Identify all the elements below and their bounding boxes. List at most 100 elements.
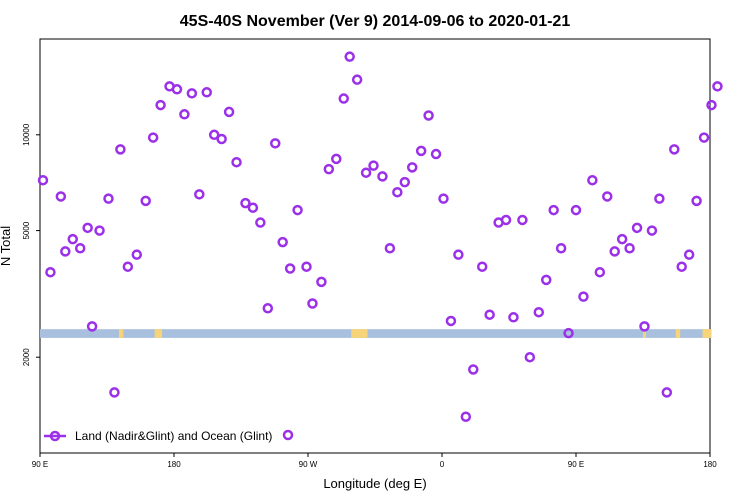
legend-label: Land (Nadir&Glint) and Ocean (Glint) [75,429,272,443]
data-point [216,133,227,145]
data-point [37,174,49,186]
data-point [683,249,695,260]
data-point [468,364,479,375]
data-point [384,242,396,254]
data-point [344,51,355,62]
data-point [445,315,457,327]
data-point [609,246,620,257]
data-point [578,291,589,302]
data-point [639,321,650,332]
data-point [661,387,673,398]
data-point [147,132,159,143]
data-point [533,306,545,318]
y-axis-label: N Total [0,226,13,266]
chart-title: 45S-40S November (Ver 9) 2014-09-06 to 2… [180,13,571,30]
data-point [706,99,717,111]
data-point [360,167,372,178]
data-point [122,261,134,272]
data-point [115,144,126,155]
legend: Land (Nadir&Glint) and Ocean (Glint) [44,429,294,443]
y-tick-label: 10000 [22,123,31,146]
data-point [103,193,114,204]
data-point [240,197,251,209]
x-tick-label: 180 [167,460,181,469]
land-segment [675,329,681,338]
data-point [453,249,464,260]
data-point [292,204,303,216]
data-point [616,233,628,245]
data-point [676,261,687,272]
x-axis-label: Longitude (deg E) [323,476,426,491]
data-point [399,176,411,188]
data-point [691,195,702,207]
data-point [247,202,259,213]
land-segment [118,329,124,338]
data-points [37,51,723,422]
data-point [186,88,198,99]
data-point [316,276,327,288]
data-point [415,145,427,157]
data-point [712,81,723,92]
legend-marker [49,430,61,442]
data-point [301,261,312,272]
data-point [338,93,349,104]
x-tick-label: 180 [703,460,717,469]
data-point [698,132,710,143]
data-point [460,411,472,422]
data-point [255,217,266,228]
data-point [587,174,598,186]
data-point [262,303,274,314]
y-tick-label: 5000 [22,221,31,239]
data-point [570,204,582,216]
data-point [55,191,67,202]
land-ocean-band [40,329,712,338]
land-segment [154,329,163,338]
data-point [524,351,536,363]
data-point [67,233,79,245]
data-point [307,298,318,309]
data-point [269,138,281,149]
data-point [484,309,495,320]
data-point [155,99,166,111]
data-point [500,214,512,226]
data-point [430,148,442,160]
data-point [171,84,183,95]
data-point [631,222,643,234]
data-point [646,225,658,236]
land-segment [643,329,646,338]
x-tick-label: 90 E [568,460,584,469]
y-axis: 2000 5000 10000 [22,123,40,366]
data-point [82,222,93,234]
data-point [284,263,296,274]
data-point [654,193,665,204]
data-point [423,110,434,121]
data-point [109,387,120,398]
data-point [86,321,98,332]
data-point [74,242,86,254]
data-point [351,74,363,85]
data-point [277,236,288,248]
legend-trailing-marker [282,429,294,441]
data-point [602,191,613,202]
data-point [94,225,105,236]
data-point [377,171,388,182]
data-point [179,109,190,120]
data-point [131,249,143,260]
data-point [517,214,528,226]
data-point [60,246,71,257]
data-point [438,193,449,204]
data-point [563,327,574,339]
data-point [669,144,680,155]
land-segment [702,329,712,338]
x-tick-label: 0 [440,460,445,469]
data-point [208,129,220,141]
data-point [594,266,606,278]
plot-frame [39,38,711,454]
x-tick-label: 90 W [299,460,318,469]
data-point [201,87,213,98]
data-point [323,163,335,175]
data-point [140,195,151,207]
data-point [624,242,635,254]
data-point [368,160,379,171]
